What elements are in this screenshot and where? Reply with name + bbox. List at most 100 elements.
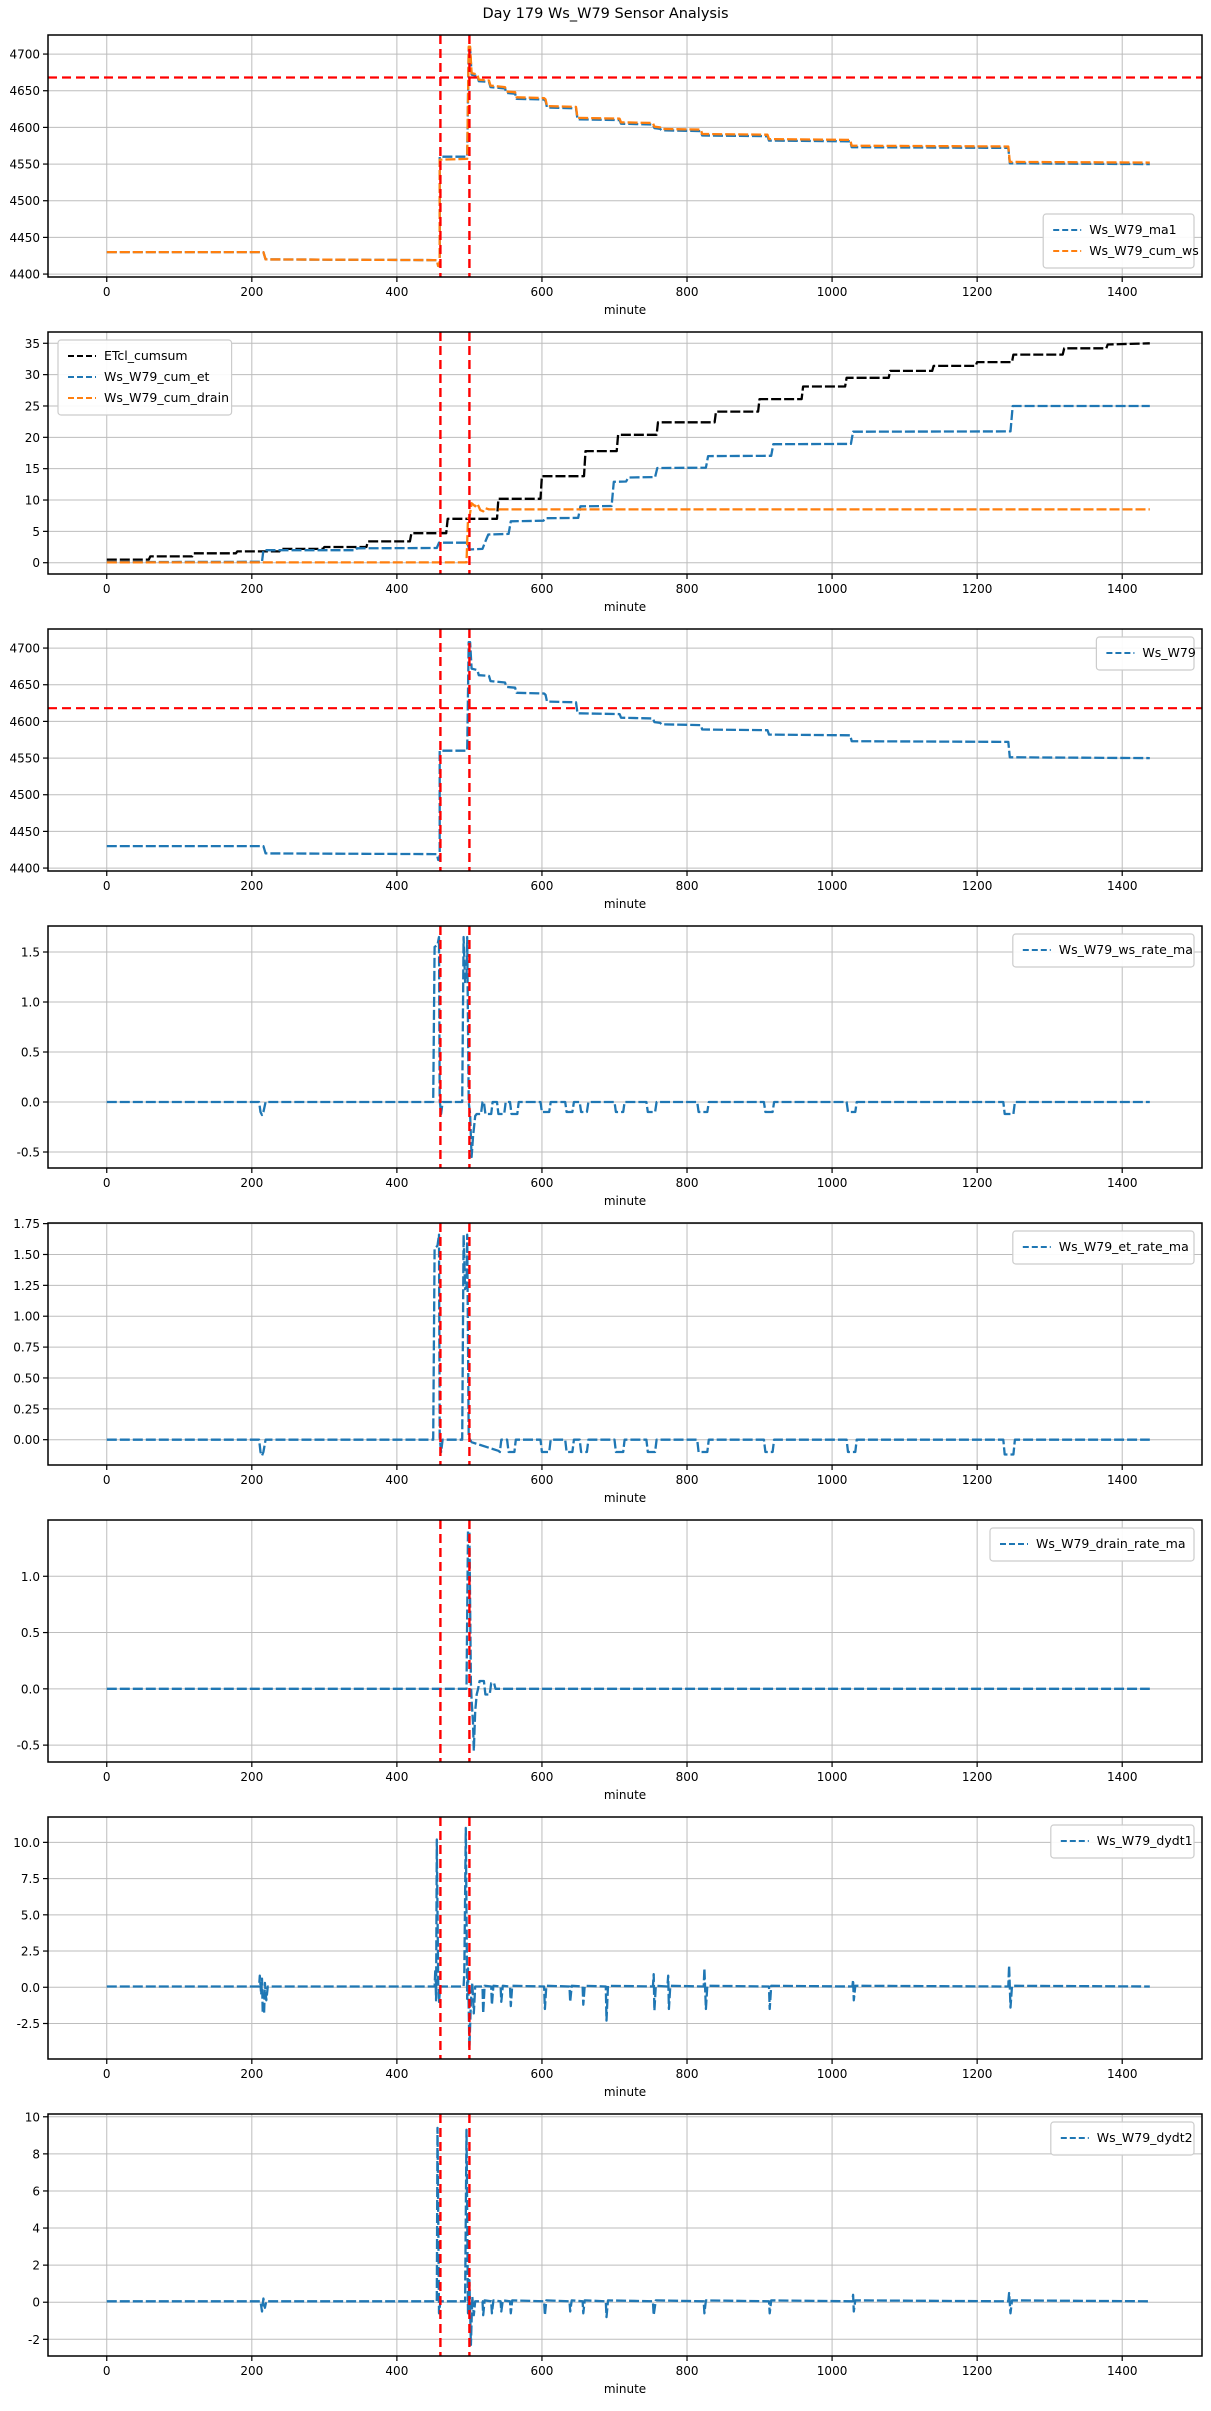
x-tick-label: 800: [676, 1473, 699, 1487]
subplot-dydt1: -2.5 0.0 2.5 5.0 7.5 10.0 0 200 400 600 800 1000 120…: [13, 1816, 1203, 2099]
axis-frame: [47, 925, 1203, 1169]
x-tick-label: 200: [240, 2067, 263, 2081]
x-tick-label: 600: [530, 285, 553, 299]
y-tick-label: 4550: [9, 158, 40, 172]
figure-title: Day 179 Ws_W79 Sensor Analysis: [482, 6, 729, 22]
series-Ws_W79_cum_ws: [106, 45, 1150, 268]
x-tick-label: 200: [240, 1770, 263, 1784]
legend: Ws_W79: [1095, 636, 1196, 671]
y-tick-label: 1.0: [21, 1570, 40, 1584]
legend: Ws_W79_et_rate_ma: [1012, 1230, 1195, 1265]
y-tick-label: 10: [25, 494, 40, 508]
x-tick-label: 1000: [817, 582, 848, 596]
x-tick-label: 800: [676, 2364, 699, 2378]
x-axis-label: minute: [604, 897, 646, 911]
y-tick-label: 5: [32, 525, 40, 539]
y-tick-label: 4500: [9, 788, 40, 802]
x-tick-label: 400: [385, 2364, 408, 2378]
y-tick-label: 8: [32, 2147, 40, 2161]
x-tick-label: 0: [103, 285, 111, 299]
x-tick-label: 600: [530, 2364, 553, 2378]
x-tick-label: 0: [103, 1473, 111, 1487]
y-tick-label: 1.25: [13, 1279, 40, 1293]
series-Ws_W79_cum_et: [106, 404, 1150, 564]
legend-label: Ws_W79: [1142, 645, 1195, 660]
x-tick-label: 600: [530, 582, 553, 596]
x-tick-label: 600: [530, 1176, 553, 1190]
y-tick-label: 10.0: [13, 1836, 40, 1850]
legend-label: Ws_W79_dydt2: [1097, 2130, 1193, 2145]
x-tick-label: 0: [103, 1770, 111, 1784]
legend-box: [1050, 1824, 1195, 1859]
x-tick-label: 1000: [817, 879, 848, 893]
x-tick-label: 1200: [962, 285, 993, 299]
y-tick-label: 0.0: [21, 1682, 40, 1696]
y-tick-label: 0: [32, 556, 40, 570]
y-tick-label: 0.50: [13, 1371, 40, 1385]
axis-frame: [47, 628, 1203, 872]
y-tick-label: 4700: [9, 48, 40, 62]
y-tick-label: 5.0: [21, 1908, 40, 1922]
y-tick-label: 2.5: [21, 1945, 40, 1959]
y-tick-label: 15: [25, 462, 40, 476]
x-tick-label: 0: [103, 879, 111, 893]
x-tick-label: 800: [676, 285, 699, 299]
x-tick-label: 1400: [1107, 285, 1138, 299]
legend-label: Ws_W79_cum_drain: [104, 390, 229, 405]
series-Ws_W79_dydt2: [106, 2126, 1150, 2347]
axis-frame: [47, 1519, 1203, 1763]
axis-frame: [47, 2113, 1203, 2357]
y-tick-label: 25: [25, 399, 40, 413]
x-tick-label: 1000: [817, 2364, 848, 2378]
y-tick-label: 2: [32, 2259, 40, 2273]
y-tick-label: 4700: [9, 642, 40, 656]
legend-label: Ws_W79_cum_ws: [1089, 243, 1199, 258]
subplot-cumulative_et_drain: 0 5 10 15 20 25 30 35 0 200 400 600 800 1000 1200 1400 m…: [25, 331, 1203, 614]
x-tick-label: 0: [103, 2067, 111, 2081]
y-tick-label: 0: [32, 2296, 40, 2310]
legend-label: Ws_W79_et_rate_ma: [1059, 1239, 1189, 1254]
y-tick-label: 4600: [9, 715, 40, 729]
legend: Ws_W79_ma1 Ws_W79_cum_ws: [1042, 213, 1199, 269]
y-tick-label: 0.00: [13, 1433, 40, 1447]
x-tick-label: 600: [530, 1473, 553, 1487]
subplot-ws_raw: 4400 4450 4500 4550 4600 4650 4700 0 200 400 600 80…: [9, 628, 1203, 911]
x-tick-label: 600: [530, 2067, 553, 2081]
y-tick-label: 4400: [9, 862, 40, 876]
x-tick-label: 0: [103, 2364, 111, 2378]
y-tick-label: 4450: [9, 231, 40, 245]
x-tick-label: 400: [385, 582, 408, 596]
series-Ws_W79: [106, 641, 1150, 862]
y-tick-label: 1.50: [13, 1248, 40, 1262]
legend-label: ETcl_cumsum: [104, 348, 188, 363]
y-tick-label: 0.25: [13, 1402, 40, 1416]
y-tick-label: -0.5: [17, 1739, 40, 1753]
y-tick-label: 1.75: [13, 1217, 40, 1231]
x-tick-label: 0: [103, 582, 111, 596]
x-tick-label: 200: [240, 879, 263, 893]
subplot-et_rate: 0.00 0.25 0.50 0.75 1.00 1.25 1.50 1.75 0 200 400 6…: [13, 1217, 1203, 1505]
x-tick-label: 1000: [817, 1473, 848, 1487]
x-tick-label: 1200: [962, 1770, 993, 1784]
x-tick-label: 1200: [962, 2364, 993, 2378]
legend-label: Ws_W79_drain_rate_ma: [1036, 1536, 1186, 1551]
x-tick-label: 1400: [1107, 1176, 1138, 1190]
y-tick-label: 4650: [9, 84, 40, 98]
y-tick-label: 6: [32, 2184, 40, 2198]
legend-box: [1012, 1230, 1195, 1265]
series-Ws_W79_dydt1: [106, 1826, 1150, 2050]
x-tick-label: 400: [385, 285, 408, 299]
y-tick-label: 1.5: [21, 946, 40, 960]
series-Ws_W79_cum_drain: [106, 502, 1150, 564]
subplot-dydt2: -2 0 2 4 6 8 10 0 200 400 600 800 1000 1200 1400 minute…: [25, 2110, 1203, 2396]
y-tick-label: 20: [25, 431, 40, 445]
x-tick-label: 400: [385, 879, 408, 893]
x-tick-label: 1400: [1107, 2067, 1138, 2081]
legend-box: [1012, 933, 1195, 968]
y-tick-label: 4450: [9, 825, 40, 839]
x-tick-label: 400: [385, 1770, 408, 1784]
legend: Ws_W79_dydt1: [1050, 1824, 1195, 1859]
legend-label: Ws_W79_cum_et: [104, 369, 210, 384]
x-tick-label: 1200: [962, 582, 993, 596]
